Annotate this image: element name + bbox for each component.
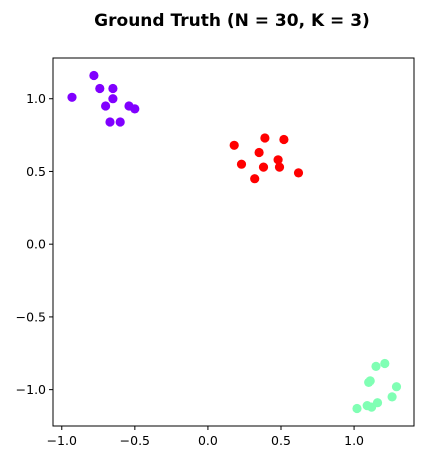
x-tick-label: 0.5	[271, 433, 291, 448]
chart-title: Ground Truth (N = 30, K = 3)	[94, 11, 370, 31]
data-point-cluster-3-4	[373, 398, 382, 407]
data-point-cluster-2-5	[260, 133, 269, 142]
data-point-cluster-1-2	[89, 71, 98, 80]
y-tick-label: 1.0	[26, 91, 46, 106]
data-point-cluster-3-1	[352, 404, 361, 413]
x-axis: −1.0 −0.5 0.0 0.5 1.0	[47, 426, 364, 448]
data-point-cluster-1-10	[130, 104, 139, 113]
points-layer	[67, 71, 401, 413]
data-point-cluster-2-2	[237, 160, 246, 169]
data-point-cluster-3-6	[366, 376, 375, 385]
data-point-cluster-3-8	[380, 359, 389, 368]
data-point-cluster-1-3	[95, 84, 104, 93]
data-point-cluster-2-10	[294, 168, 303, 177]
x-tick-label: 1.0	[344, 433, 364, 448]
x-tick-label: −1.0	[47, 433, 77, 448]
data-point-cluster-2-4	[255, 148, 264, 157]
data-point-cluster-1-5	[108, 94, 117, 103]
y-axis: 1.0 0.5 0.0 −0.5 −1.0	[16, 91, 53, 397]
data-point-cluster-2-1	[230, 141, 239, 150]
x-tick-label: −0.5	[120, 433, 150, 448]
data-point-cluster-1-4	[108, 84, 117, 93]
data-point-cluster-3-10	[392, 382, 401, 391]
data-point-cluster-1-7	[105, 117, 114, 126]
data-point-cluster-2-6	[259, 163, 268, 172]
data-point-cluster-1-8	[116, 117, 125, 126]
data-point-cluster-2-9	[279, 135, 288, 144]
data-point-cluster-3-9	[388, 392, 397, 401]
data-point-cluster-1-6	[101, 101, 110, 110]
y-tick-label: −1.0	[16, 382, 46, 397]
data-point-cluster-3-7	[371, 362, 380, 371]
plot-frame	[53, 58, 414, 426]
y-tick-label: −0.5	[16, 309, 46, 324]
x-tick-label: 0.0	[198, 433, 218, 448]
y-tick-label: 0.0	[26, 237, 46, 252]
data-point-cluster-1-1	[67, 93, 76, 102]
data-point-cluster-2-8	[275, 163, 284, 172]
data-point-cluster-2-3	[250, 174, 259, 183]
y-tick-label: 0.5	[26, 164, 46, 179]
